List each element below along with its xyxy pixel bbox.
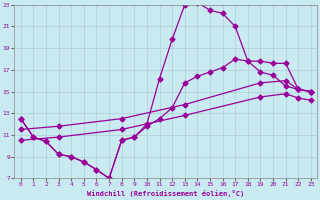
X-axis label: Windchill (Refroidissement éolien,°C): Windchill (Refroidissement éolien,°C) [87, 190, 244, 197]
